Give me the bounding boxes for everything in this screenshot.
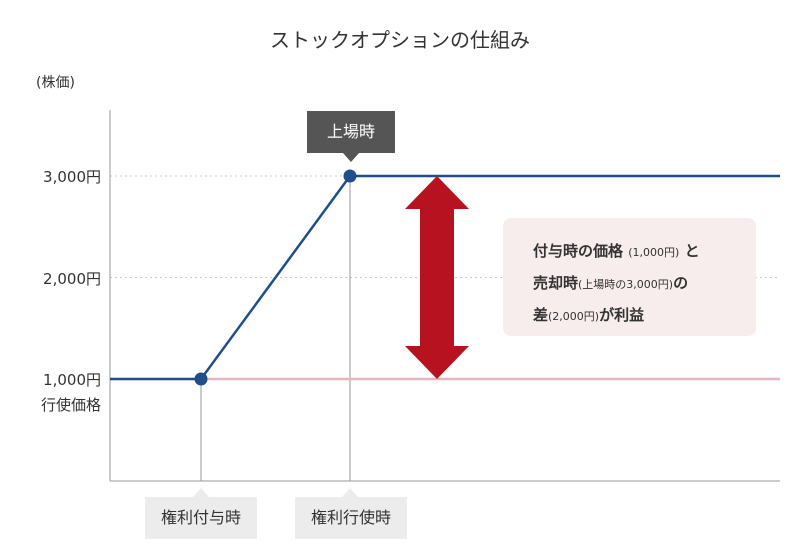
series-line-stock-price: [110, 174, 780, 381]
exercise-pointer: [342, 488, 358, 497]
note-line-1: 付与時の価格 (1,000円) と: [533, 236, 756, 268]
event-label-grant: 権利付与時: [145, 497, 257, 539]
note-line-3-small: (2,000円): [548, 310, 600, 323]
y-tick-label-1000: 1,000円: [43, 371, 101, 389]
listing-marker: 上場時: [307, 111, 395, 153]
chart-title: ストックオプションの仕組み: [270, 28, 530, 52]
data-point-exercise: [343, 169, 357, 183]
event-label-exercise: 権利行使時: [295, 497, 407, 539]
note-line-1-end: と: [684, 242, 700, 260]
series-layer: [110, 174, 780, 381]
profit-double-arrow: [405, 176, 469, 379]
grant-pointer: [193, 488, 209, 497]
note-line-1-bold: 付与時の価格: [533, 242, 624, 260]
note-line-3: 差(2,000円)が利益: [533, 300, 756, 332]
note-line-2-small: (上場時の3,000円): [578, 278, 674, 291]
note-line-1-small: (1,000円): [628, 246, 680, 259]
y-tick-label-3000: 3,000円: [43, 168, 101, 186]
exercise-price-label: 行使価格: [40, 396, 101, 414]
listing-marker-pointer: [343, 153, 359, 162]
y-axis-unit-label: (株価): [36, 75, 75, 91]
note-line-3-bold: 差: [533, 306, 549, 324]
data-point-grant: [194, 372, 208, 386]
note-line-2-end: の: [673, 274, 689, 292]
point-layer: [194, 169, 357, 386]
note-line-2: 売却時(上場時の3,000円)の: [533, 268, 756, 300]
event-guide-lines: [200, 176, 351, 481]
profit-explanation-box: 付与時の価格 (1,000円) と 売却時(上場時の3,000円)の 差(2,0…: [503, 218, 756, 336]
y-tick-label-2000: 2,000円: [43, 269, 101, 288]
note-line-2-bold: 売却時: [533, 274, 579, 292]
note-line-3-end: が利益: [599, 306, 645, 324]
